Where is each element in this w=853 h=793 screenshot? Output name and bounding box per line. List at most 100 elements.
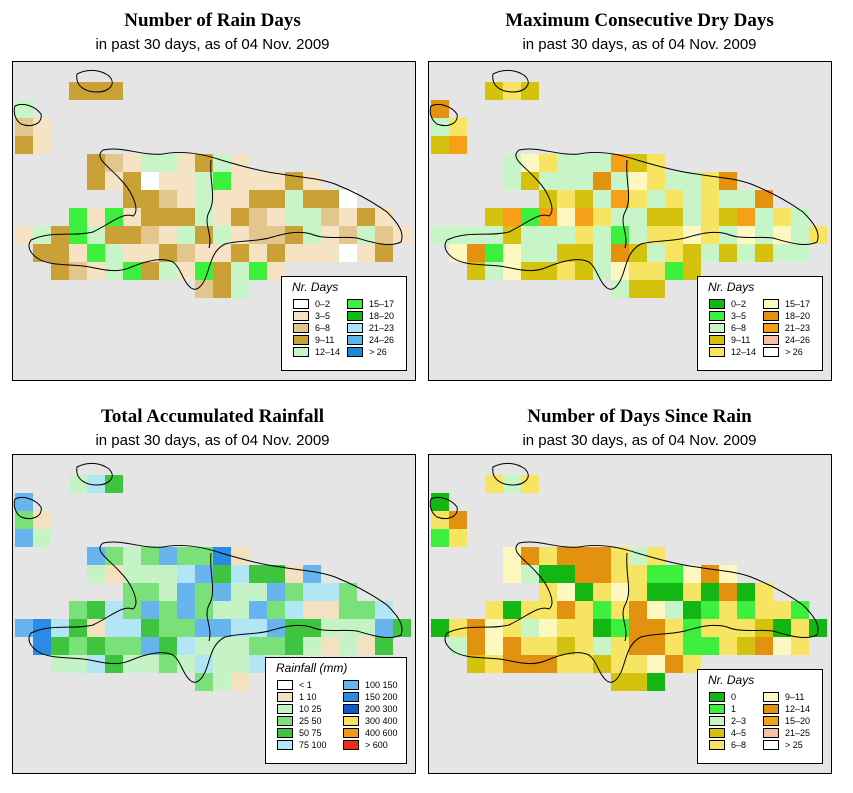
legend-swatch [763,716,779,726]
map-grid-cell [303,244,321,262]
panel-title: Maximum Consecutive Dry Days [505,10,774,31]
map-grid-cell [701,637,719,655]
map-grid-cell [629,244,647,262]
map-grid-cell [575,601,593,619]
map-grid-cell [87,601,105,619]
map-grid-cell [105,619,123,637]
island-outline [492,69,529,93]
map-grid-cell [195,637,213,655]
map-grid-cell [231,565,249,583]
map-grid-cell [339,583,357,601]
map-grid-cell [485,601,503,619]
map-grid-cell [123,154,141,172]
map-grid-cell [719,208,737,226]
map-grid-cell [249,565,267,583]
legend-swatch [343,740,359,750]
legend-swatch [277,740,293,750]
map-grid-cell [719,190,737,208]
map-grid-cell [231,154,249,172]
panel-title: Total Accumulated Rainfall [100,406,325,427]
map-grid-cell [213,655,231,673]
map-grid-cell [87,154,105,172]
map-grid-cell [321,190,339,208]
map-grid-cell [539,655,557,673]
legend-label: 15–17 [785,299,811,309]
map-frame: Nr. Days 0–2 3–5 6–8 9–11 12–14 15–17 18–20 21… [12,61,416,381]
map-grid-cell [33,637,51,655]
legend-label: 0–2 [731,299,747,309]
rain-days-map [13,69,411,298]
map-grid-cell [665,637,683,655]
map-grid-cell [249,619,267,637]
map-grid-cell [177,565,195,583]
map-grid-cell [755,583,773,601]
map-grid-cell [357,619,375,637]
panel-subtitle: in past 30 days, as of 04 Nov. 2009 [95,432,330,449]
map-grid-cell [159,172,177,190]
map-grid-cell [557,637,575,655]
map-grid-cell [593,244,611,262]
map-grid-cell [249,226,267,244]
map-grid-cell [195,655,213,673]
map-grid-cell [557,226,575,244]
island-outline [76,69,113,93]
map-legend: Nr. Days 0 1 2–3 4–5 6–8 9–11 12–14 15–20 21–25… [697,669,823,764]
map-grid-cell [431,100,449,118]
map-grid-cell [485,475,503,493]
map-grid-cell [557,172,575,190]
map-grid-cell [51,637,69,655]
map-grid-cell [375,226,393,244]
map-grid-cell [105,154,123,172]
island-outline [13,496,42,520]
map-grid-cell [683,208,701,226]
map-grid-cell [575,619,593,637]
map-grid-cell [683,601,701,619]
legend-label: 100 150 [365,680,398,690]
legend-label: 6–8 [315,323,331,333]
rain-days-panel: Number of Rain Days in past 30 days, as … [0,0,425,396]
legend-label: 12–14 [785,704,811,714]
map-grid-cell [285,601,303,619]
map-grid-cell [177,172,195,190]
map-grid-cell [647,208,665,226]
map-grid-cell [521,619,539,637]
map-grid-cell [503,655,521,673]
map-grid-cell [267,172,285,190]
map-grid-cell [123,547,141,565]
map-grid-cell [521,601,539,619]
legend-title: Rainfall (mm) [276,661,348,675]
map-grid-cell [285,190,303,208]
map-grid-cell [321,244,339,262]
legend-label: 400 600 [365,728,398,738]
map-grid-cell [611,280,629,298]
map-grid-cell [467,655,485,673]
coastline [28,541,403,683]
legend-label: 0 [731,692,737,702]
map-grid-cell [177,208,195,226]
map-grid-cell [431,493,449,511]
map-grid-cell [719,601,737,619]
map-grid-cell [575,547,593,565]
map-grid-cell [303,208,321,226]
map-legend: Rainfall (mm) < 1 1 10 10 25 25 50 50 75 75 1… [265,657,407,764]
legend-swatch [763,692,779,702]
map-grid-cell [375,619,393,637]
map-grid-cell [213,565,231,583]
map-grid-cell [249,601,267,619]
map-grid-cell [213,172,231,190]
map-grid-cell [557,583,575,601]
map-grid-cell [105,565,123,583]
map-grid-cell [33,136,51,154]
map-grid-cell [665,262,683,280]
map-grid-cell [593,565,611,583]
map-grid-cell [249,208,267,226]
map-grid-cell [755,619,773,637]
map-grid-cell [701,601,719,619]
map-grid-cell [629,190,647,208]
map-grid-cell [791,601,809,619]
legend-label: < 1 [299,680,312,690]
map-grid-cell [321,208,339,226]
legend-swatch [763,728,779,738]
map-grid-cell [521,637,539,655]
map-grid-cell [791,244,809,262]
